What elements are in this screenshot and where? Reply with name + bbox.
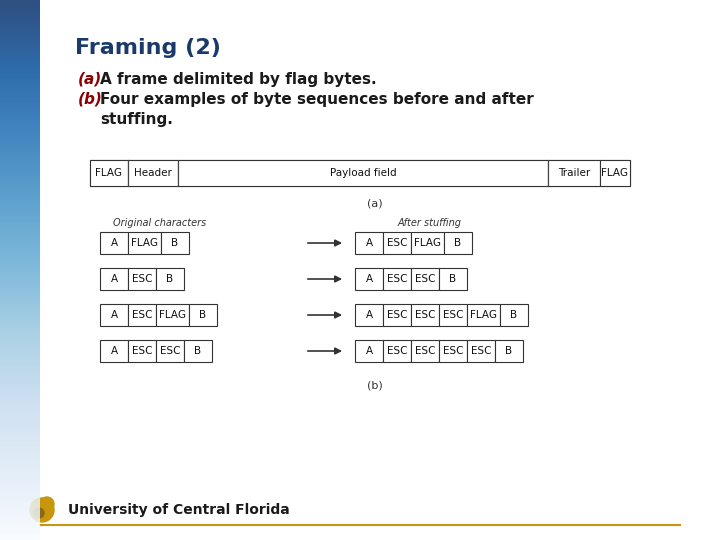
- Circle shape: [34, 508, 44, 518]
- Text: (a): (a): [78, 72, 102, 87]
- Text: FLAG: FLAG: [96, 168, 122, 178]
- Text: ESC: ESC: [443, 310, 463, 320]
- Text: A: A: [110, 274, 117, 284]
- FancyBboxPatch shape: [355, 232, 383, 254]
- Text: A: A: [110, 346, 117, 356]
- FancyBboxPatch shape: [128, 160, 178, 186]
- FancyBboxPatch shape: [100, 340, 128, 362]
- Text: FLAG: FLAG: [414, 238, 441, 248]
- FancyBboxPatch shape: [355, 304, 383, 326]
- FancyBboxPatch shape: [100, 268, 128, 290]
- Text: ESC: ESC: [443, 346, 463, 356]
- Text: A: A: [366, 346, 372, 356]
- FancyBboxPatch shape: [600, 160, 630, 186]
- FancyBboxPatch shape: [128, 340, 156, 362]
- FancyBboxPatch shape: [439, 304, 467, 326]
- Text: ESC: ESC: [132, 310, 152, 320]
- FancyBboxPatch shape: [467, 340, 495, 362]
- Text: (a): (a): [367, 198, 383, 208]
- Circle shape: [30, 498, 54, 522]
- Text: Header: Header: [134, 168, 172, 178]
- Text: ESC: ESC: [387, 274, 408, 284]
- Text: ESC: ESC: [160, 346, 180, 356]
- FancyBboxPatch shape: [189, 304, 217, 326]
- Text: stuffing.: stuffing.: [100, 112, 173, 127]
- FancyBboxPatch shape: [500, 304, 528, 326]
- Text: A: A: [110, 310, 117, 320]
- FancyBboxPatch shape: [178, 160, 548, 186]
- FancyBboxPatch shape: [411, 340, 439, 362]
- Text: Trailer: Trailer: [558, 168, 590, 178]
- Text: ESC: ESC: [387, 310, 408, 320]
- FancyBboxPatch shape: [156, 268, 184, 290]
- Text: B: B: [199, 310, 207, 320]
- FancyBboxPatch shape: [128, 268, 156, 290]
- FancyBboxPatch shape: [439, 268, 467, 290]
- FancyBboxPatch shape: [467, 304, 500, 326]
- Text: ESC: ESC: [415, 310, 436, 320]
- Text: B: B: [171, 238, 179, 248]
- Text: After stuffing: After stuffing: [398, 218, 462, 228]
- FancyBboxPatch shape: [439, 340, 467, 362]
- Text: ESC: ESC: [387, 346, 408, 356]
- Circle shape: [40, 497, 54, 511]
- FancyBboxPatch shape: [411, 268, 439, 290]
- FancyBboxPatch shape: [90, 160, 128, 186]
- FancyBboxPatch shape: [100, 232, 128, 254]
- Text: ESC: ESC: [415, 346, 436, 356]
- Text: B: B: [166, 274, 174, 284]
- Text: Original characters: Original characters: [113, 218, 207, 228]
- FancyBboxPatch shape: [548, 160, 600, 186]
- FancyBboxPatch shape: [156, 340, 184, 362]
- Text: FLAG: FLAG: [131, 238, 158, 248]
- FancyBboxPatch shape: [90, 160, 630, 186]
- Text: ESC: ESC: [415, 274, 436, 284]
- Text: B: B: [449, 274, 456, 284]
- Text: Framing (2): Framing (2): [75, 38, 221, 58]
- Text: (b): (b): [78, 92, 103, 107]
- FancyBboxPatch shape: [184, 340, 212, 362]
- FancyBboxPatch shape: [383, 232, 411, 254]
- Text: ESC: ESC: [387, 238, 408, 248]
- FancyBboxPatch shape: [156, 304, 189, 326]
- Text: ESC: ESC: [471, 346, 491, 356]
- Text: A frame delimited by flag bytes.: A frame delimited by flag bytes.: [100, 72, 377, 87]
- FancyBboxPatch shape: [355, 268, 383, 290]
- FancyBboxPatch shape: [411, 304, 439, 326]
- FancyBboxPatch shape: [161, 232, 189, 254]
- Text: A: A: [366, 238, 372, 248]
- Text: FLAG: FLAG: [470, 310, 497, 320]
- Text: B: B: [510, 310, 518, 320]
- Text: B: B: [194, 346, 202, 356]
- FancyBboxPatch shape: [444, 232, 472, 254]
- FancyBboxPatch shape: [100, 304, 128, 326]
- Text: A: A: [366, 274, 372, 284]
- Text: B: B: [505, 346, 513, 356]
- FancyBboxPatch shape: [128, 232, 161, 254]
- Text: University of Central Florida: University of Central Florida: [68, 503, 289, 517]
- Text: FLAG: FLAG: [159, 310, 186, 320]
- Text: A: A: [366, 310, 372, 320]
- Text: Four examples of byte sequences before and after: Four examples of byte sequences before a…: [100, 92, 534, 107]
- Text: ESC: ESC: [132, 274, 152, 284]
- Text: Payload field: Payload field: [330, 168, 396, 178]
- FancyBboxPatch shape: [128, 304, 156, 326]
- Text: B: B: [454, 238, 462, 248]
- Text: ESC: ESC: [132, 346, 152, 356]
- FancyBboxPatch shape: [383, 340, 411, 362]
- Text: A: A: [110, 238, 117, 248]
- FancyBboxPatch shape: [495, 340, 523, 362]
- Text: (b): (b): [367, 381, 383, 391]
- FancyBboxPatch shape: [355, 340, 383, 362]
- FancyBboxPatch shape: [383, 268, 411, 290]
- FancyBboxPatch shape: [411, 232, 444, 254]
- FancyBboxPatch shape: [383, 304, 411, 326]
- Text: FLAG: FLAG: [601, 168, 629, 178]
